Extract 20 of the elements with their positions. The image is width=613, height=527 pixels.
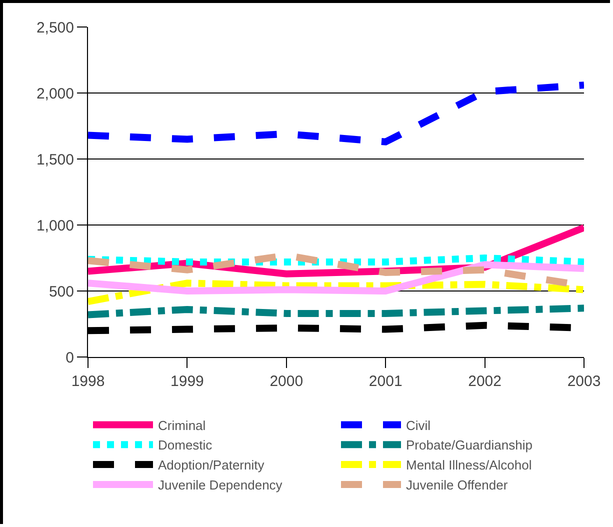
legend-label: Criminal [158, 418, 206, 433]
y-tick-label: 2,500 [36, 19, 74, 36]
x-tick-label: 2002 [468, 373, 502, 390]
x-tick-label: 2003 [567, 373, 601, 390]
legend-label: Juvenile Offender [406, 478, 508, 493]
x-tick-label: 1998 [71, 373, 105, 390]
y-tick-label: 1,500 [36, 151, 74, 168]
x-tick-label: 1999 [170, 373, 204, 390]
x-tick-label: 2001 [368, 373, 402, 390]
y-tick-label: 0 [66, 349, 74, 366]
legend-label: Civil [406, 418, 431, 433]
legend-label: Domestic [158, 438, 213, 453]
legend-label: Adoption/Paternity [158, 458, 265, 473]
legend-label: Probate/Guardianship [406, 438, 532, 453]
y-tick-label: 1,000 [36, 217, 74, 234]
legend-label: Mental Illness/Alcohol [406, 458, 532, 473]
y-tick-label: 500 [48, 283, 74, 300]
legend-label: Juvenile Dependency [158, 478, 283, 493]
y-tick-label: 2,000 [36, 85, 74, 102]
x-tick-label: 2000 [270, 373, 304, 390]
